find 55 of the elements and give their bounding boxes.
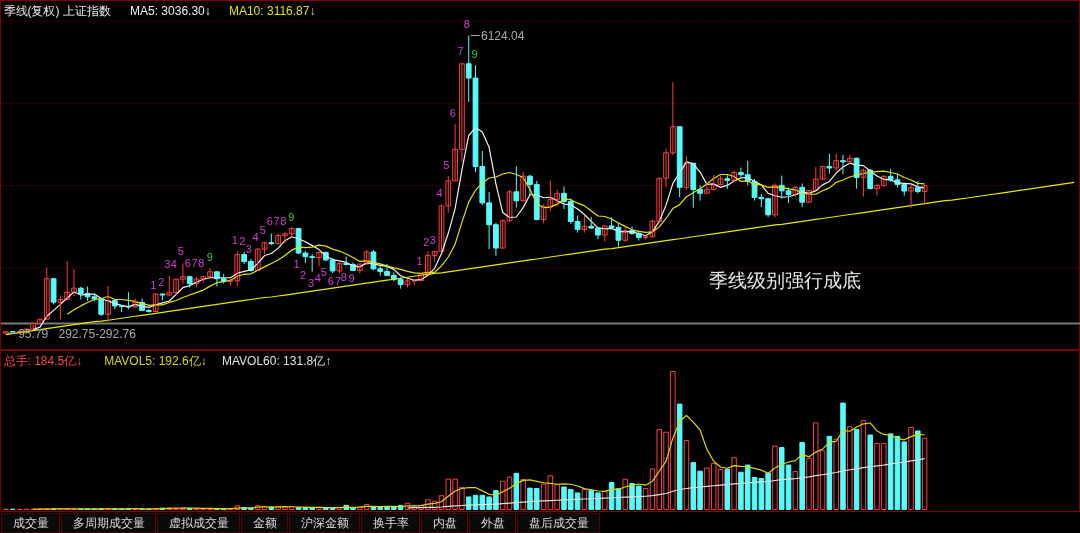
annotation: 2 [299,268,307,281]
annotation: 4 [252,230,259,243]
text: 6124.04 [480,29,525,44]
annotation: 6 [184,257,191,270]
annotation: 5 [320,265,327,278]
text: 沪深金额 [300,516,349,530]
annotation: 1 [293,257,300,270]
text: 内盘 [432,516,457,530]
text: 外盘 [480,516,505,530]
text: 盘后成交量 [528,516,589,530]
annotation: 4 [170,257,177,270]
annotation: 4 [314,271,321,284]
text: MA10: 3116.87↓ [228,3,316,18]
annotation: 8 [198,257,205,270]
annotation: 2 [423,235,430,248]
annotation: 8 [463,17,470,30]
annotation: 5 [259,223,266,236]
text: 95.79 [18,326,49,341]
text: 多周期成交量 [72,516,145,530]
text: MAVOL60: 131.8亿↑ [221,353,332,368]
annotation: 1 [416,255,423,268]
annotation: 9 [206,251,213,264]
annotation: 7 [273,215,280,228]
annotation: 9 [471,47,478,60]
chart-title: 季线(复权) 上证指数 [3,3,111,18]
text: MA5: 3036.30↓ [130,3,211,18]
annotation: 4 [436,186,443,199]
annotation: 7 [334,275,342,287]
text: 换手率 [372,516,409,530]
annotation: 3 [164,257,171,270]
annotation: 5 [177,245,184,258]
annotation: 1 [231,233,238,246]
annotation: 9 [288,211,295,224]
annotation: 季线级别强行成底 [708,270,861,291]
annotation: 8 [280,215,287,228]
annotation: 6 [266,215,273,228]
annotation: 2 [239,234,246,247]
text: MAVOL5: 192.6亿↓ [104,353,207,368]
text: 金额 [252,516,277,530]
annotation: 2 [158,276,165,289]
text: 虚拟成交量 [168,516,229,530]
text: 总手: 184.5亿↓ [2,353,83,368]
annotation: 6 [449,106,456,119]
annotation: 3 [429,233,436,246]
annotation: 1 [150,278,157,291]
annotation: 9 [348,272,355,284]
annotation: 8 [340,270,347,283]
text: 成交量 [12,516,49,530]
annotation: 292.75-292.76 [58,327,137,341]
annotation: 6 [327,274,334,287]
annotation: 7 [457,45,464,58]
annotation: 7 [191,257,198,270]
annotation: 5 [443,158,450,171]
annotation: 3 [307,276,315,289]
annotation: 3 [245,242,252,255]
